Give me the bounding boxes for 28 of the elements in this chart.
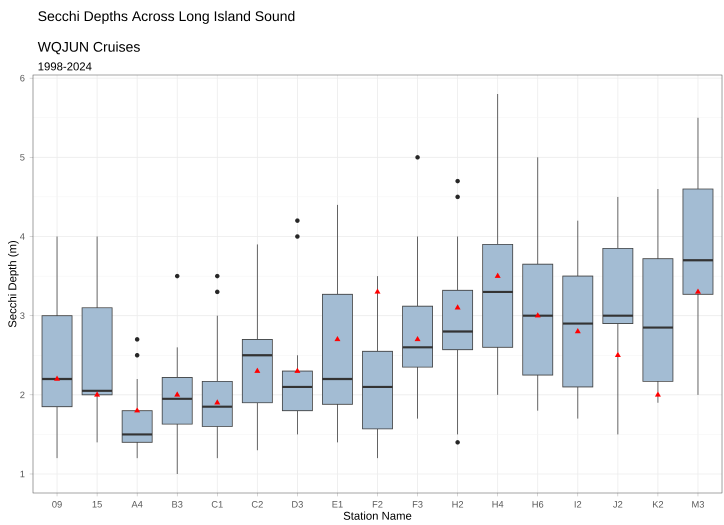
x-tick-label: 09 [52,501,62,508]
x-tick-label: C2 [252,501,263,508]
chart-subtitle: WQJUN Cruises [38,42,140,54]
y-tick-label: 4 [20,233,25,240]
y-axis-title: Secchi Depth (m) [8,240,19,328]
x-tick-label: B3 [172,501,182,508]
x-tick-label: F3 [412,501,423,508]
x-tick-label: H2 [452,501,464,508]
x-tick-label: I2 [574,501,582,508]
x-tick-label: H6 [532,501,544,508]
y-tick-label: 6 [20,74,25,82]
x-tick-label: K2 [652,501,664,508]
x-tick-label: M3 [692,501,704,508]
text: 1998-2024 [38,62,92,70]
y-tick-label: 1 [20,470,24,478]
x-tick-label: 15 [92,501,102,508]
x-tick-label: D3 [292,501,303,508]
x-tick-label: E1 [332,501,343,508]
chart-title: Secchi Depths Across Long Island Sound [38,10,294,24]
x-tick-label: J2 [613,501,622,508]
x-axis-title: Station Name [344,511,412,520]
x-tick-label: H4 [492,501,504,508]
x-tick-label: C1 [212,501,223,508]
x-tick-label: A4 [131,501,143,508]
y-tick-label: 5 [20,154,25,161]
y-tick-label: 3 [20,312,25,319]
x-tick-label: F2 [372,501,382,508]
y-tick-label: 2 [20,392,24,398]
